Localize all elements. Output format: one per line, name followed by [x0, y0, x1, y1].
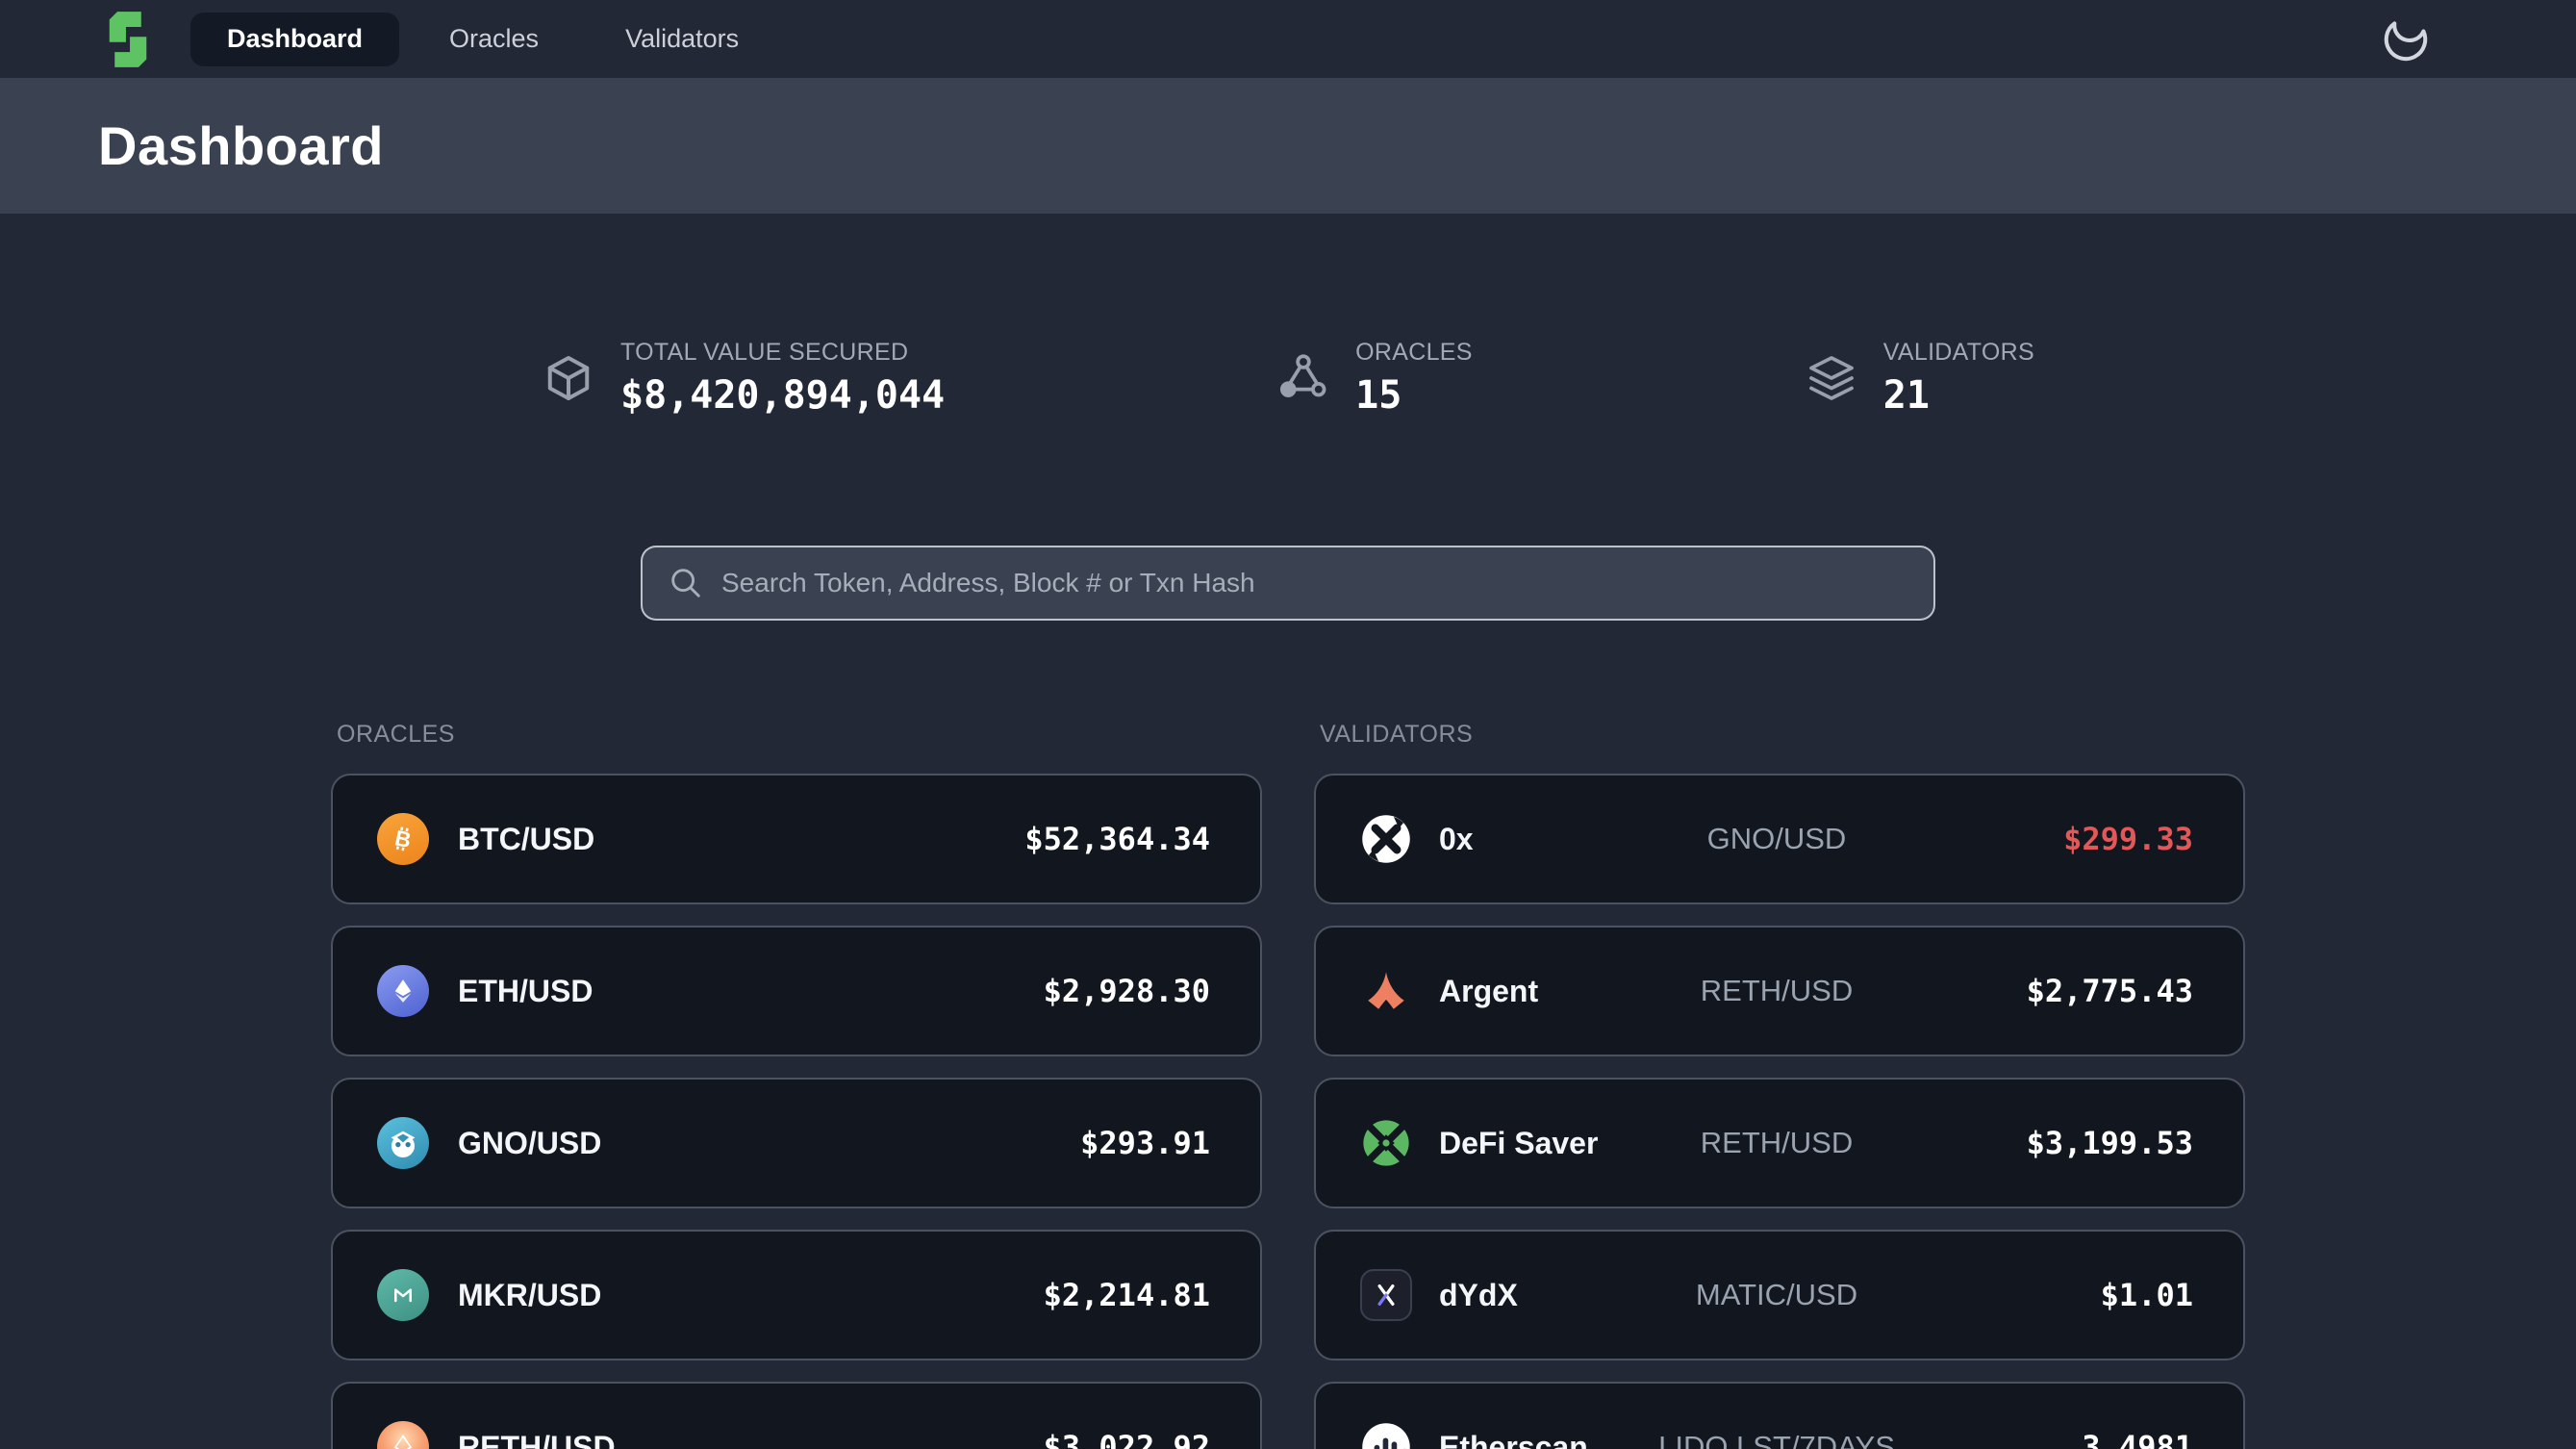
pair-label: RETH/USD	[1700, 974, 1854, 1007]
price-value: $2,214.81	[1043, 1277, 1210, 1313]
oracle-row-btc-usd[interactable]: B BTC/USD $52,364.34	[331, 774, 1262, 904]
argent-icon	[1360, 965, 1412, 1017]
pair-label: GNO/USD	[458, 1125, 602, 1160]
oracle-row-reth-usd[interactable]: RETH/USD $3,022.92	[331, 1382, 1262, 1449]
stat-total-value-secured: TOTAL VALUE SECURED $8,420,894,044	[542, 339, 945, 418]
moon-icon	[2384, 20, 2428, 61]
stat-label: ORACLES	[1355, 339, 1473, 366]
validators-card-list: 0x GNO/USD $299.33 Argent RETH/US	[1314, 774, 2245, 1449]
network-nodes-icon	[1280, 354, 1326, 397]
oracles-section: ORACLES B BTC/USD $52,364.34	[331, 721, 1262, 1449]
oracles-section-title: ORACLES	[337, 721, 455, 748]
price-value: $2,775.43	[2026, 973, 2193, 1009]
eth-icon	[377, 965, 429, 1017]
validator-name: dYdX	[1439, 1277, 1518, 1312]
brand-logo[interactable]	[96, 8, 160, 71]
search-wrap	[0, 546, 2576, 621]
validator-row-dydx[interactable]: dYdX MATIC/USD $1.01	[1314, 1230, 2245, 1360]
gno-icon	[377, 1117, 429, 1169]
nav-item-validators[interactable]: Validators	[625, 24, 740, 53]
price-value: $1.01	[2100, 1277, 2193, 1313]
validator-name: Argent	[1439, 973, 1539, 1008]
price-value: 3.4981	[2082, 1429, 2193, 1449]
green-blocks-logo-icon	[109, 11, 147, 67]
validators-section-title: VALIDATORS	[1320, 721, 1474, 748]
search-bar[interactable]	[641, 546, 1935, 621]
pair-label: RETH/USD	[1700, 1126, 1854, 1159]
defi-saver-icon	[1360, 1117, 1412, 1169]
pair-label: GNO/USD	[1706, 822, 1847, 855]
btc-icon: B	[377, 813, 429, 865]
price-value: $293.91	[1080, 1125, 1210, 1161]
nav-item-oracles[interactable]: Oracles	[449, 24, 540, 53]
reth-icon	[377, 1421, 429, 1449]
search-icon	[671, 569, 700, 597]
validator-row-argent[interactable]: Argent RETH/USD $2,775.43	[1314, 926, 2245, 1056]
validator-name: Etherscan	[1439, 1429, 1588, 1449]
validator-name: DeFi Saver	[1439, 1125, 1599, 1160]
theme-toggle-button[interactable]	[2380, 13, 2432, 65]
nav-item-dashboard[interactable]: Dashboard	[190, 12, 400, 66]
validator-row-etherscan[interactable]: Etherscan LIDO LST/7DAYS 3.4981	[1314, 1382, 2245, 1449]
mkr-icon	[377, 1269, 429, 1321]
search-input[interactable]	[721, 568, 1908, 598]
oracle-row-mkr-usd[interactable]: MKR/USD $2,214.81	[331, 1230, 1262, 1360]
top-nav: Dashboard Oracles Validators	[0, 0, 2576, 78]
page-title: Dashboard	[98, 115, 384, 176]
nav-items: Dashboard Oracles Validators	[190, 12, 775, 66]
svg-text:B: B	[392, 825, 413, 852]
stats-row: TOTAL VALUE SECURED $8,420,894,044 ORACL…	[0, 339, 2576, 418]
stat-value: 15	[1355, 373, 1402, 418]
etherscan-icon	[1360, 1421, 1412, 1449]
stat-label: VALIDATORS	[1882, 339, 2034, 366]
validator-name: 0x	[1439, 821, 1474, 856]
layers-icon	[1808, 356, 1854, 400]
stat-oracles: ORACLES 15	[1276, 339, 1473, 418]
0x-icon	[1360, 813, 1412, 865]
validator-row-0x[interactable]: 0x GNO/USD $299.33	[1314, 774, 2245, 904]
price-value: $299.33	[2063, 821, 2193, 857]
oracles-card-list: B BTC/USD $52,364.34	[331, 774, 1262, 1449]
pair-label: MATIC/USD	[1695, 1278, 1858, 1311]
page-header: Dashboard	[0, 78, 2576, 214]
content-columns: ORACLES B BTC/USD $52,364.34	[331, 721, 2245, 1449]
stat-value: 21	[1882, 373, 1930, 418]
oracle-row-gno-usd[interactable]: GNO/USD $293.91	[331, 1078, 1262, 1208]
dydx-icon	[1360, 1269, 1412, 1321]
pair-label: BTC/USD	[458, 821, 595, 856]
stat-validators: VALIDATORS 21	[1805, 339, 2034, 418]
pair-label: MKR/USD	[458, 1277, 602, 1312]
pair-label: ETH/USD	[458, 973, 593, 1008]
price-value: $3,022.92	[1043, 1429, 1210, 1449]
pair-label: RETH/USD	[458, 1429, 616, 1449]
pair-label: LIDO LST/7DAYS	[1658, 1430, 1895, 1449]
validator-row-defi-saver[interactable]: DeFi Saver RETH/USD $3,199.53	[1314, 1078, 2245, 1208]
stat-value: $8,420,894,044	[620, 373, 946, 418]
stat-label: TOTAL VALUE SECURED	[620, 339, 909, 366]
price-value: $52,364.34	[1024, 821, 1210, 857]
cube-icon	[547, 356, 590, 400]
price-value: $2,928.30	[1043, 973, 1210, 1009]
validators-section: VALIDATORS	[1314, 721, 2245, 1449]
price-value: $3,199.53	[2026, 1125, 2193, 1161]
oracle-row-eth-usd[interactable]: ETH/USD $2,928.30	[331, 926, 1262, 1056]
